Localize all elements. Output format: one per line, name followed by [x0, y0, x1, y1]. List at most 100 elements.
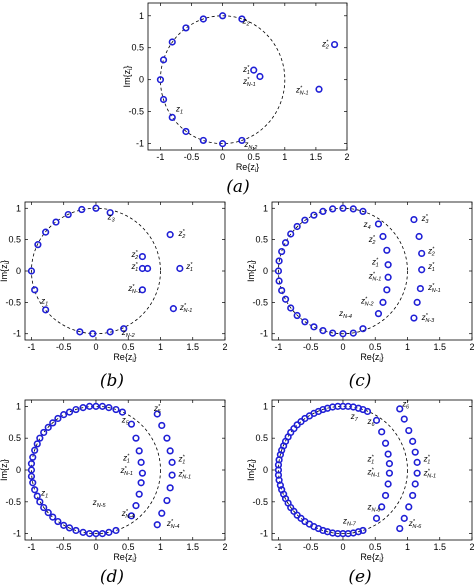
x-tick-label: 1.5: [186, 342, 199, 352]
y-tick-label: -1: [13, 529, 21, 539]
y-tick-label: 1: [16, 203, 21, 213]
point-annotation: z2: [242, 16, 250, 27]
data-point: [52, 218, 60, 226]
x-axis-label: Re{zi}: [360, 352, 383, 364]
y-tick-label: -0.5: [5, 497, 21, 507]
data-point: [49, 419, 57, 427]
data-point: [138, 252, 147, 261]
point-annotation: z* N-4: [121, 509, 135, 520]
data-point: [158, 421, 166, 430]
y-tick-label: 0.5: [255, 433, 268, 443]
data-point: [44, 509, 52, 517]
data-point: [29, 453, 37, 461]
point-annotation: z7: [350, 412, 359, 423]
point-annotation: z* 1: [122, 453, 130, 464]
x-tick-label: 2: [222, 342, 227, 352]
y-tick-label: -0.5: [252, 497, 268, 507]
data-point: [278, 247, 286, 256]
data-point: [310, 323, 318, 331]
x-tick-label: -1: [274, 542, 282, 552]
data-point: [33, 440, 41, 448]
data-point: [409, 437, 417, 445]
data-point: [293, 222, 301, 231]
data-point: [135, 490, 143, 498]
point-annotation: z4: [363, 220, 371, 231]
point-annotation: z* 2: [427, 246, 435, 257]
point-annotation: zN-5: [92, 498, 107, 509]
x-tick-label: -1: [27, 542, 35, 552]
x-tick-label: -1: [274, 342, 282, 352]
point-annotation: z3: [107, 213, 116, 224]
point-annotation: z* 6: [401, 399, 410, 410]
data-point: [238, 15, 246, 23]
x-tick-label: 0.5: [247, 152, 260, 162]
y-axis-label: Im{zi}: [246, 260, 258, 282]
data-point: [105, 528, 113, 536]
data-point: [411, 448, 419, 456]
data-point: [27, 267, 36, 275]
data-point: [359, 325, 367, 333]
point-annotation: z* 1: [423, 455, 431, 466]
data-point: [168, 38, 176, 46]
data-point: [159, 56, 168, 64]
data-point: [166, 447, 174, 455]
y-axis-label: Im{zi}: [0, 459, 11, 481]
y-tick-label: 1: [139, 11, 144, 21]
chart-panel: -1 -0.5 0 0.5 1 1.5 2 -1 -0.5 0 0.5 1 Re{zi} Im{zi} z*…: [246, 399, 474, 587]
y-tick-label: -1: [13, 329, 21, 339]
point-annotation: z* 1: [366, 455, 374, 466]
data-point: [315, 85, 323, 93]
point-annotation: z* N-1: [119, 466, 133, 477]
x-tick-label: 1: [158, 542, 163, 552]
panel-caption: (e): [348, 567, 371, 587]
data-point: [31, 446, 39, 454]
data-point: [132, 434, 140, 442]
data-point: [156, 76, 165, 84]
data-point: [410, 215, 418, 224]
data-point: [416, 284, 424, 293]
y-tick-label: -1: [260, 329, 268, 339]
data-point: [378, 428, 386, 436]
data-point: [105, 404, 113, 412]
point-annotation: z* N-2: [360, 297, 374, 308]
data-point: [27, 472, 36, 480]
point-annotation: z* N-1: [178, 469, 192, 480]
data-point: [413, 298, 421, 306]
x-tick-label: 0: [93, 342, 98, 352]
data-point: [374, 310, 383, 318]
data-point: [33, 492, 41, 500]
data-point: [36, 498, 44, 506]
data-point: [72, 405, 80, 414]
data-point: [89, 330, 97, 338]
x-axis-label: Re{zi}: [113, 552, 136, 564]
point-annotation: z* N-3: [421, 313, 435, 324]
data-point: [219, 140, 227, 148]
data-point: [143, 264, 152, 273]
point-annotation: z* 2: [368, 235, 376, 246]
y-tick-label: -0.5: [252, 297, 268, 307]
point-annotation: z* N-6: [408, 519, 422, 530]
panel-caption: (d): [100, 567, 124, 587]
x-tick-label: 0: [93, 542, 98, 552]
x-tick-label: 0: [340, 342, 345, 352]
point-annotation: z* N-1: [179, 303, 193, 314]
data-point: [153, 410, 161, 418]
point-annotation: z* 1: [178, 455, 186, 466]
point-annotation: z6: [366, 417, 375, 428]
chart-panel: -1 -0.5 0 0.5 1 1.5 2 -1 -0.5 0 0.5 1 Re{zi} Im{zi} z*…: [246, 201, 474, 391]
data-point: [135, 447, 143, 455]
data-point: [418, 249, 426, 258]
point-annotation: z* 3: [421, 214, 430, 225]
data-point: [118, 408, 127, 416]
data-point: [85, 530, 94, 538]
y-tick-label: -1: [260, 529, 268, 539]
data-point: [339, 330, 347, 338]
data-point: [138, 286, 147, 294]
x-tick-label: -1: [27, 342, 35, 352]
data-point: [278, 446, 286, 454]
data-point: [163, 434, 171, 442]
chart-panel: -1 -0.5 0 0.5 1 1.5 2 -1 -0.5 0 0.5 1 Re{zi} Im{zi} z2…: [122, 2, 350, 197]
data-point: [381, 491, 390, 500]
data-point: [132, 502, 140, 510]
data-point: [40, 503, 48, 512]
